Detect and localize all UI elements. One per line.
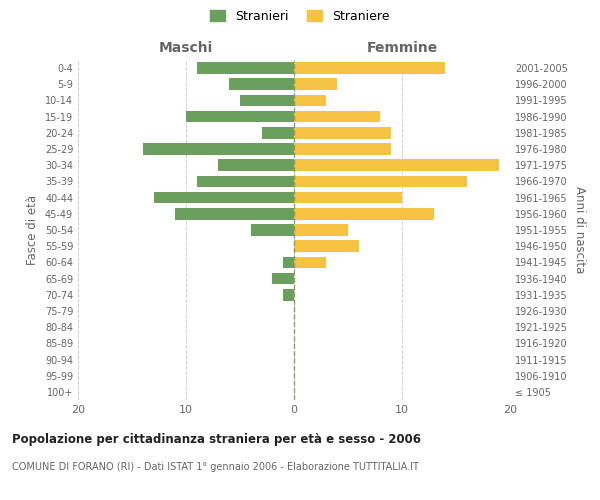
Bar — [186, 111, 294, 122]
Bar — [143, 143, 294, 155]
Text: Femmine: Femmine — [367, 41, 437, 55]
Bar — [294, 240, 359, 252]
Bar — [175, 208, 294, 220]
Bar — [294, 143, 391, 155]
Bar — [197, 62, 294, 74]
Bar — [294, 94, 326, 106]
Bar — [197, 176, 294, 188]
Bar — [294, 127, 391, 138]
Bar — [283, 256, 294, 268]
Bar — [272, 272, 294, 284]
Bar — [229, 78, 294, 90]
Bar — [294, 224, 348, 236]
Legend: Stranieri, Straniere: Stranieri, Straniere — [206, 6, 394, 26]
Bar — [283, 289, 294, 300]
Text: Maschi: Maschi — [159, 41, 213, 55]
Text: Popolazione per cittadinanza straniera per età e sesso - 2006: Popolazione per cittadinanza straniera p… — [12, 432, 421, 446]
Bar — [294, 111, 380, 122]
Bar — [294, 256, 326, 268]
Bar — [240, 94, 294, 106]
Bar — [294, 192, 402, 203]
Bar — [262, 127, 294, 138]
Bar — [251, 224, 294, 236]
Bar — [218, 160, 294, 171]
Text: COMUNE DI FORANO (RI) - Dati ISTAT 1° gennaio 2006 - Elaborazione TUTTITALIA.IT: COMUNE DI FORANO (RI) - Dati ISTAT 1° ge… — [12, 462, 419, 472]
Bar — [294, 78, 337, 90]
Bar — [294, 208, 434, 220]
Bar — [154, 192, 294, 203]
Bar — [294, 160, 499, 171]
Y-axis label: Fasce di età: Fasce di età — [26, 195, 39, 265]
Bar — [294, 176, 467, 188]
Y-axis label: Anni di nascita: Anni di nascita — [573, 186, 586, 274]
Bar — [294, 62, 445, 74]
